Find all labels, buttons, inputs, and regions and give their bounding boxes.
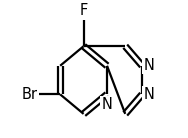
Text: F: F bbox=[80, 3, 88, 18]
Text: N: N bbox=[143, 58, 154, 73]
Text: N: N bbox=[102, 97, 112, 112]
Text: N: N bbox=[143, 87, 154, 102]
Text: Br: Br bbox=[22, 87, 38, 102]
